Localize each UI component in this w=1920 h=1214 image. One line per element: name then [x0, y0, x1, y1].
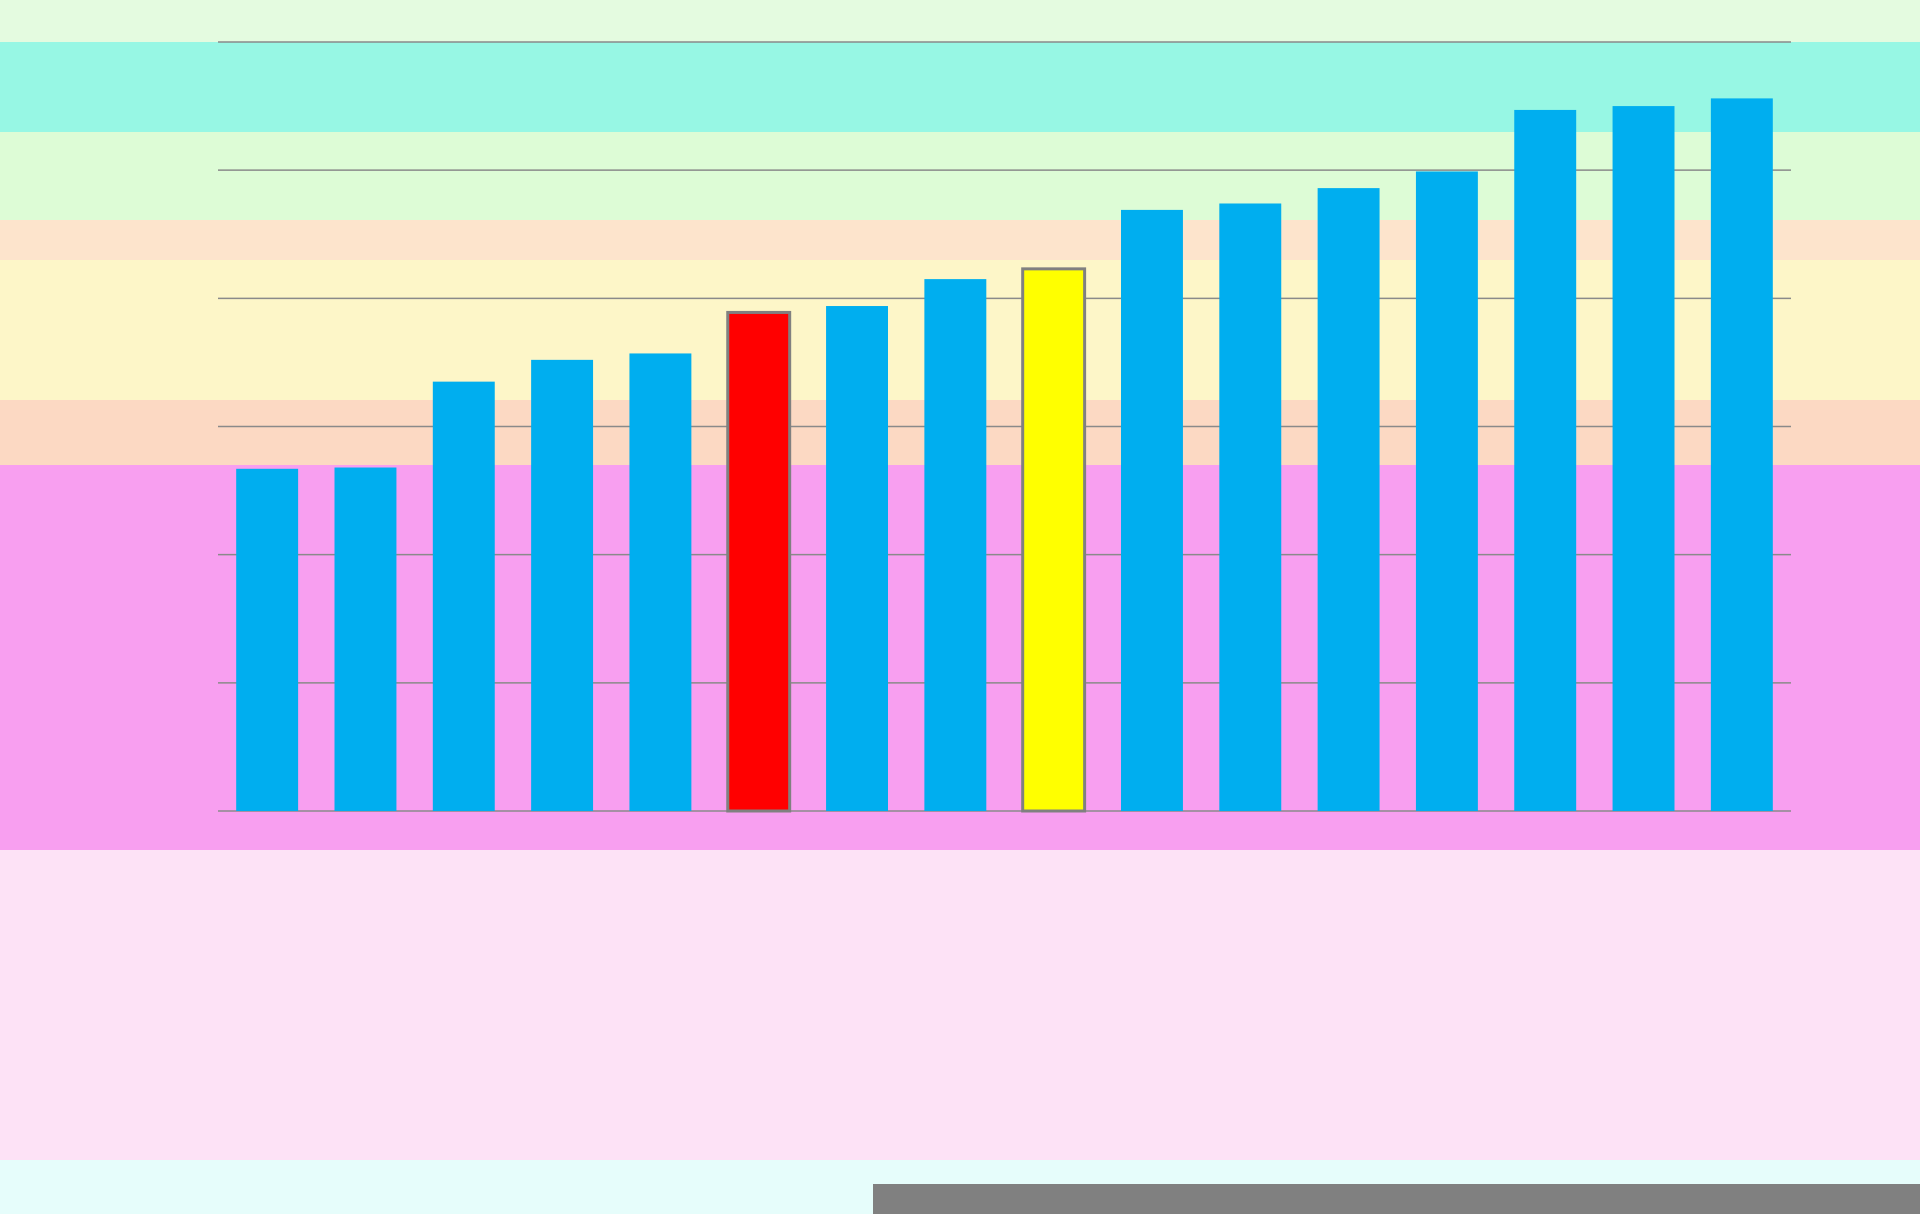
bar	[1416, 171, 1478, 811]
bar	[1711, 98, 1773, 811]
bar	[236, 469, 298, 811]
bar	[1121, 210, 1183, 811]
bar	[335, 468, 397, 811]
bar	[826, 306, 888, 811]
bar	[924, 279, 986, 811]
bar	[1318, 188, 1380, 811]
bar	[629, 353, 691, 811]
bar	[1023, 269, 1085, 811]
bar	[531, 360, 593, 811]
bar	[1219, 203, 1281, 811]
chart	[0, 0, 1920, 1214]
bar	[1613, 106, 1675, 811]
bar	[1514, 110, 1576, 811]
bar	[728, 312, 790, 811]
bar	[433, 382, 495, 811]
